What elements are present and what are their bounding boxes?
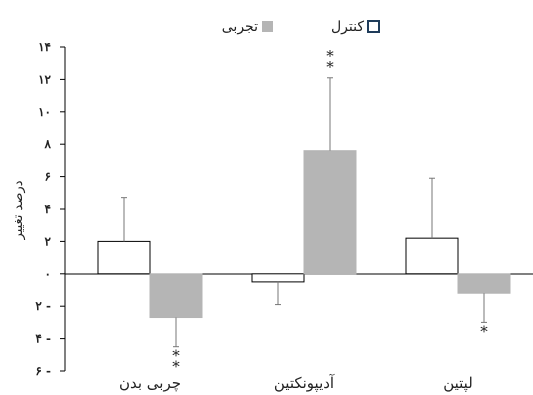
bar-experimental-3	[457, 273, 511, 294]
legend-label-experimental: تجربی	[222, 19, 258, 35]
y-tick-label: ۶	[45, 170, 51, 184]
legend-swatch-control	[367, 20, 380, 33]
y-tick-label: ۸	[44, 137, 52, 151]
y-ticks: ۶ - ۴ - ۲ - ۰ ۲ ۴ ۶ ۸ ۱۰ ۱۲ ۱۴	[35, 40, 65, 378]
legend-swatch-experimental	[262, 21, 273, 32]
y-tick-label: ۲	[45, 234, 52, 248]
y-tick-label: ۱۰	[38, 105, 51, 119]
y-axis-label: درصد تغییر	[11, 180, 26, 240]
y-tick-label: ۴ -	[35, 332, 51, 346]
bar-control-2	[251, 273, 305, 283]
y-tick-label: ۶ -	[35, 364, 51, 378]
y-tick-label: ۱۴	[38, 40, 51, 54]
bar-experimental-2	[303, 150, 357, 275]
significance-star: *	[172, 347, 180, 365]
error-bars	[121, 77, 487, 348]
legend-label-control: کنترل	[331, 19, 364, 35]
significance-star: *	[326, 47, 334, 65]
y-tick-label: ۰	[45, 267, 51, 281]
legend: کنترل تجربی	[222, 19, 380, 35]
bar-control-1	[97, 240, 151, 275]
y-tick-label: ۱۲	[38, 72, 51, 86]
significance-star: *	[172, 358, 180, 376]
significance-stars: *****	[172, 47, 488, 376]
significance-star: *	[480, 322, 488, 340]
category-label: لپتین	[443, 374, 473, 392]
bar-control-3	[405, 237, 459, 275]
significance-star: *	[326, 58, 334, 76]
y-tick-label: ۴	[45, 202, 51, 216]
category-label: آدیپونکتین	[274, 374, 335, 392]
category-labels: چربی بدن آدیپونکتین لپتین	[119, 374, 473, 392]
y-tick-label: ۲ -	[35, 299, 51, 313]
bar-experimental-1	[149, 273, 203, 319]
category-label: چربی بدن	[119, 374, 181, 392]
bars	[97, 150, 511, 319]
